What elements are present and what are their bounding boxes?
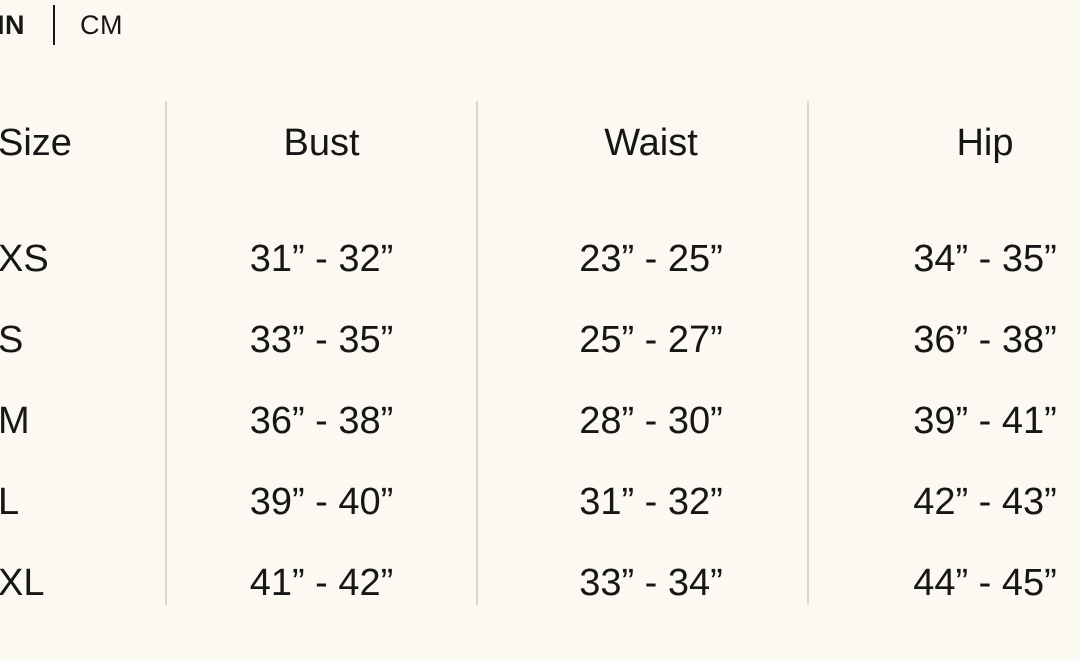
size-label: M <box>0 400 30 442</box>
unit-toggle-in[interactable]: IN <box>0 10 25 40</box>
measurement-cell-hip: 42” - 43” <box>913 481 1057 523</box>
column-header-waist: Waist <box>604 121 698 164</box>
measurement-cell-hip: 36” - 38” <box>913 319 1057 361</box>
measurement-cell-bust: 41” - 42” <box>249 562 394 604</box>
measurement-cell-bust: 33” - 35” <box>249 319 394 361</box>
measurement-cell-bust: 36” - 38” <box>249 400 394 442</box>
size-table: Size Bust Waist Hip XS 31” - 32” 23” - 2… <box>0 101 1080 624</box>
column-header-bust: Bust <box>283 121 360 164</box>
measurement-cell-waist: 33” - 34” <box>579 562 723 604</box>
measurement-cell-hip: 34” - 35” <box>913 238 1057 280</box>
measurement-cell-waist: 25” - 27” <box>579 319 723 361</box>
column-header-size: Size <box>0 121 72 164</box>
size-label: L <box>0 481 20 523</box>
unit-toggle-cm[interactable]: CM <box>80 10 123 40</box>
measurement-cell-waist: 28” - 30” <box>579 400 723 442</box>
column-header-hip: Hip <box>956 121 1014 164</box>
size-label: XL <box>0 562 45 604</box>
unit-toggle: IN CM <box>0 2 123 48</box>
size-label: S <box>0 319 24 361</box>
measurement-cell-waist: 31” - 32” <box>579 481 723 523</box>
column-divider <box>807 101 809 605</box>
measurement-cell-bust: 39” - 40” <box>249 481 394 523</box>
measurement-cell-hip: 39” - 41” <box>913 400 1057 442</box>
column-divider <box>476 101 478 605</box>
measurement-cell-hip: 44” - 45” <box>913 562 1057 604</box>
header-gap <box>0 185 1080 219</box>
unit-toggle-separator <box>53 5 55 45</box>
measurement-cell-waist: 23” - 25” <box>579 238 723 280</box>
column-divider <box>165 101 167 605</box>
size-label: XS <box>0 238 49 280</box>
measurement-cell-bust: 31” - 32” <box>249 238 394 280</box>
